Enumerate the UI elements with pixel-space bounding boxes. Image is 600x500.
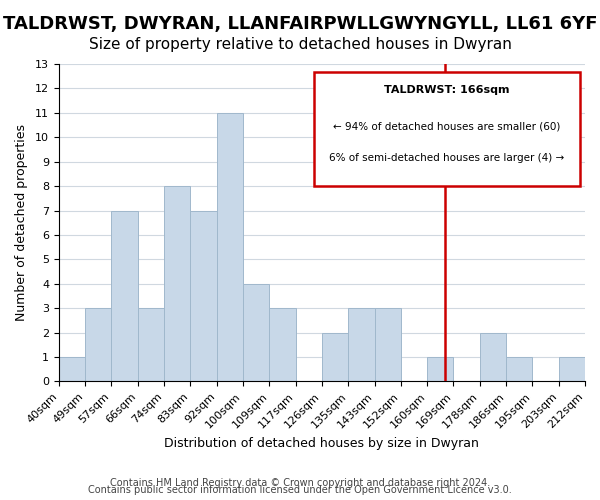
Text: Contains HM Land Registry data © Crown copyright and database right 2024.: Contains HM Land Registry data © Crown c… — [110, 478, 490, 488]
FancyBboxPatch shape — [314, 72, 580, 186]
Bar — [217, 113, 243, 382]
Text: TALDRWST: 166sqm: TALDRWST: 166sqm — [384, 84, 509, 94]
Text: Contains public sector information licensed under the Open Government Licence v3: Contains public sector information licen… — [88, 485, 512, 495]
Bar — [427, 357, 454, 382]
Text: TALDRWST, DWYRAN, LLANFAIRPWLLGWYNGYLL, LL61 6YF: TALDRWST, DWYRAN, LLANFAIRPWLLGWYNGYLL, … — [3, 15, 597, 33]
Bar — [164, 186, 190, 382]
Y-axis label: Number of detached properties: Number of detached properties — [15, 124, 28, 321]
Bar — [506, 357, 532, 382]
Bar — [322, 332, 348, 382]
X-axis label: Distribution of detached houses by size in Dwyran: Distribution of detached houses by size … — [164, 437, 479, 450]
Bar — [190, 210, 217, 382]
Text: ← 94% of detached houses are smaller (60): ← 94% of detached houses are smaller (60… — [333, 121, 560, 131]
Text: 6% of semi-detached houses are larger (4) →: 6% of semi-detached houses are larger (4… — [329, 153, 565, 163]
Bar — [59, 357, 85, 382]
Bar — [559, 357, 585, 382]
Bar — [138, 308, 164, 382]
Bar — [374, 308, 401, 382]
Bar — [243, 284, 269, 382]
Bar — [112, 210, 138, 382]
Bar — [269, 308, 296, 382]
Bar — [480, 332, 506, 382]
Text: Size of property relative to detached houses in Dwyran: Size of property relative to detached ho… — [89, 38, 511, 52]
Bar — [348, 308, 374, 382]
Bar — [85, 308, 112, 382]
